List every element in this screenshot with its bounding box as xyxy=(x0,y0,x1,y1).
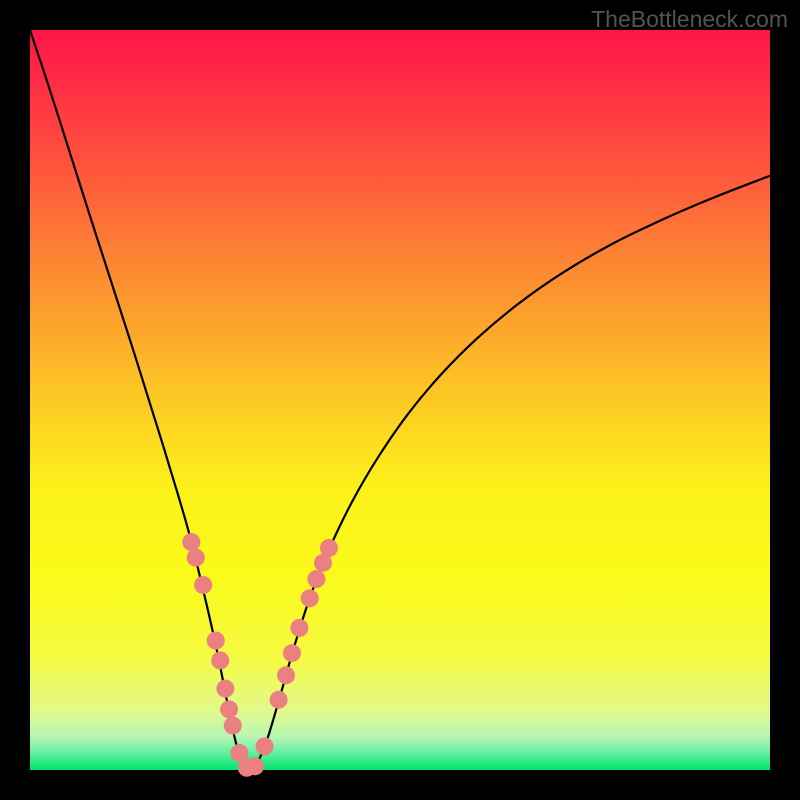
curve-marker xyxy=(220,700,238,718)
watermark-text: TheBottleneck.com xyxy=(591,6,788,33)
curve-marker xyxy=(211,651,229,669)
right-curve xyxy=(248,176,770,770)
curve-marker xyxy=(224,717,242,735)
curve-marker xyxy=(283,644,301,662)
curve-marker xyxy=(216,680,234,698)
curve-marker xyxy=(320,539,338,557)
curve-marker xyxy=(246,757,264,775)
curve-marker xyxy=(182,533,200,551)
curve-marker xyxy=(187,549,205,567)
curve-marker xyxy=(270,691,288,709)
curve-marker xyxy=(256,737,274,755)
curve-marker xyxy=(301,589,319,607)
curve-marker xyxy=(207,632,225,650)
curve-layer xyxy=(30,30,770,770)
curve-marker xyxy=(194,576,212,594)
chart-frame: TheBottleneck.com xyxy=(0,0,800,800)
marker-group xyxy=(182,533,338,777)
plot-area xyxy=(30,30,770,770)
curve-marker xyxy=(307,570,325,588)
curve-marker xyxy=(290,619,308,637)
curve-marker xyxy=(277,666,295,684)
